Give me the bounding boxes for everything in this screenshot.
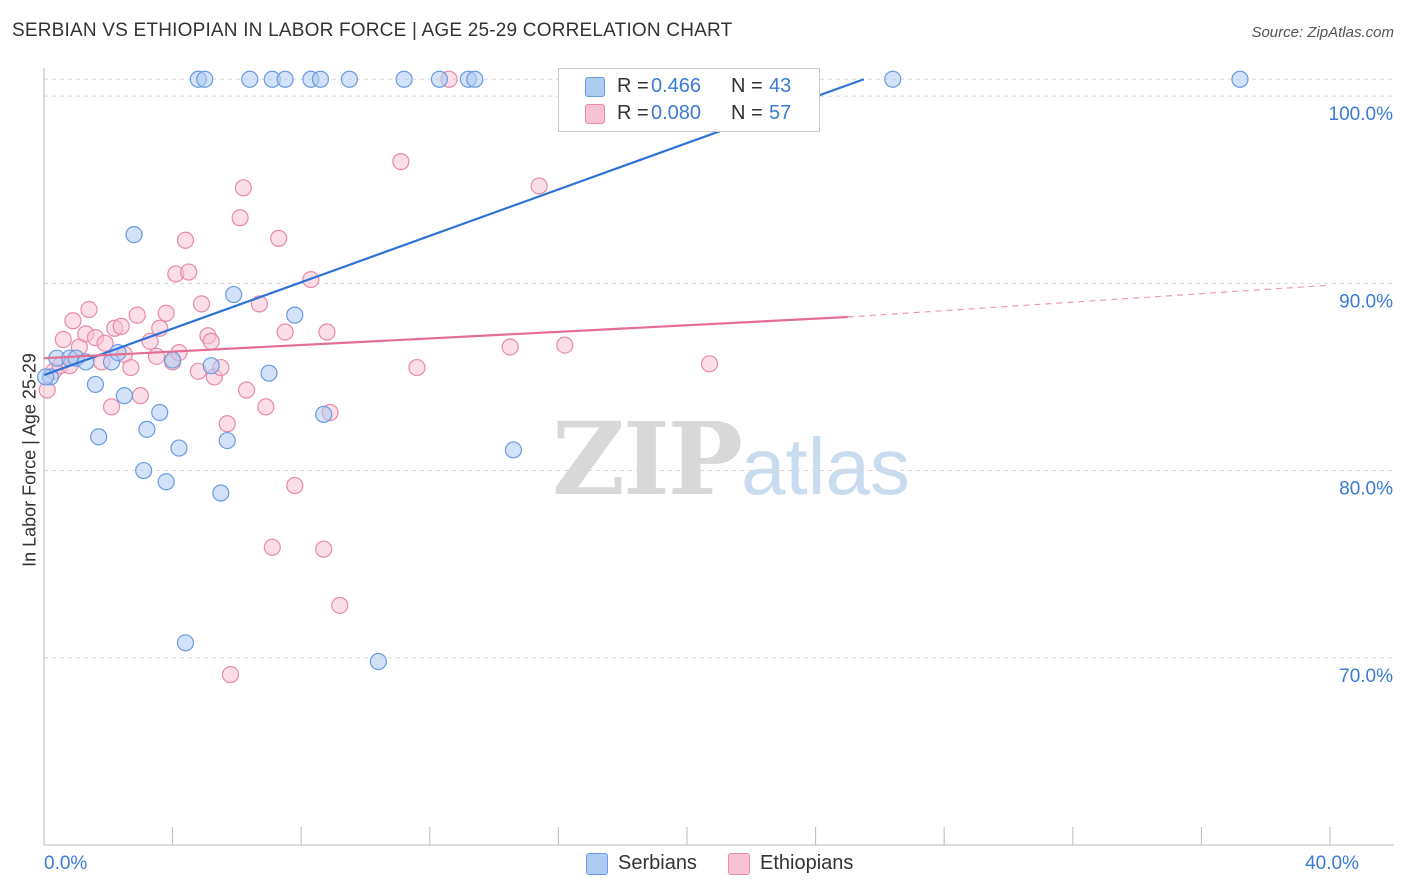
watermark-zip: ZIP	[552, 400, 743, 518]
ethiopian-point	[392, 153, 410, 171]
ethiopian-point	[315, 540, 333, 558]
ethiopian-point	[218, 415, 236, 433]
ethiopian-trendline	[847, 284, 1331, 318]
serbian-point	[115, 387, 133, 405]
serbian-point	[260, 364, 278, 382]
chart-title: SERBIAN VS ETHIOPIAN IN LABOR FORCE | AG…	[12, 20, 733, 41]
ethiopians-n-label: N =	[731, 102, 763, 124]
watermark: ZIPatlas	[552, 400, 910, 518]
ethiopians-swatch	[585, 104, 605, 124]
serbian-point	[157, 473, 175, 491]
legend-ethiopians-swatch	[728, 853, 750, 875]
ethiopian-point	[263, 538, 281, 556]
serbian-point	[202, 357, 220, 375]
serbian-point	[241, 70, 259, 88]
ethiopian-point	[221, 666, 240, 684]
ethiopian-point	[122, 358, 140, 377]
ethiopian-point	[270, 229, 288, 247]
ethiopian-point	[176, 231, 195, 249]
serbian-point	[225, 285, 243, 304]
y-tick-label: 70.0%	[1339, 666, 1393, 687]
serbian-point	[286, 306, 304, 324]
source-credit: Source: ZipAtlas.com	[1251, 24, 1394, 41]
ethiopian-point	[102, 398, 121, 416]
legend-serbians-label: Serbians	[618, 852, 697, 874]
y-tick-label: 90.0%	[1339, 291, 1393, 312]
correlation-legend: R = 0.466 N = 43 R = 0.080 N = 57	[558, 68, 820, 132]
y-tick-label: 100.0%	[1329, 104, 1394, 125]
ethiopian-point	[64, 312, 82, 330]
serbian-point	[86, 375, 105, 394]
ethiopian-point	[180, 263, 198, 281]
ethiopian-point	[157, 304, 175, 322]
serbian-point	[218, 431, 236, 450]
serbians-swatch	[585, 77, 605, 97]
serbian-point	[884, 70, 902, 88]
ethiopian-point	[131, 387, 150, 405]
ethiopian-point	[80, 300, 98, 319]
serbians-n-value: 43	[769, 75, 792, 97]
ethiopian-point	[556, 336, 574, 354]
serbian-point	[90, 428, 108, 446]
watermark-atlas: atlas	[740, 422, 910, 511]
ethiopian-point	[234, 179, 252, 197]
ethiopian-point	[286, 476, 304, 495]
serbian-point	[151, 403, 169, 422]
ethiopian-point	[202, 332, 220, 350]
ethiopian-point	[501, 338, 519, 356]
ethiopian-point	[276, 323, 294, 341]
legend-ethiopians-label: Ethiopians	[760, 852, 854, 874]
ethiopian-point	[112, 317, 130, 335]
serbian-point	[170, 439, 188, 457]
serbian-point	[369, 652, 387, 671]
serbians-n-label: N =	[731, 75, 763, 97]
serbians-r-value: 0.466	[651, 75, 702, 97]
serbians-r-label: R =	[617, 75, 649, 97]
ethiopian-point	[331, 596, 349, 614]
serbian-point	[176, 634, 195, 652]
serbian-point	[109, 343, 127, 362]
ethiopian-point	[54, 330, 72, 349]
serbian-point	[430, 70, 449, 88]
serbian-point	[1231, 70, 1249, 88]
serbian-point	[138, 420, 156, 438]
y-tick-label: 80.0%	[1339, 479, 1393, 500]
x-tick-label: 0.0%	[44, 853, 87, 874]
legend-serbians-swatch	[586, 853, 608, 875]
ethiopians-r-value: 0.080	[651, 102, 702, 124]
serbian-point	[395, 70, 413, 88]
serbian-point	[276, 70, 294, 88]
serbian-point	[340, 70, 359, 88]
ethiopian-point	[96, 334, 114, 352]
serbian-point	[196, 70, 214, 88]
serbian-point	[311, 70, 330, 88]
serbian-point	[164, 351, 182, 369]
serbian-point	[466, 70, 484, 88]
ethiopian-point	[147, 347, 166, 365]
serbian-point	[212, 484, 230, 502]
y-axis-label: In Labor Force | Age 25-29	[19, 353, 40, 567]
ethiopian-point	[237, 381, 256, 399]
ethiopians-n-value: 57	[769, 102, 792, 124]
ethiopian-point	[700, 355, 719, 373]
ethiopian-point	[128, 306, 146, 324]
ethiopian-point	[192, 295, 211, 313]
ethiopian-point	[257, 398, 275, 416]
ethiopians-r-label: R =	[617, 102, 649, 124]
x-tick-label: 40.0%	[1305, 853, 1359, 874]
ethiopian-trendline	[43, 315, 848, 360]
serbian-point	[504, 441, 522, 459]
ethiopian-point	[408, 358, 426, 377]
ethiopian-point	[231, 209, 249, 227]
serbian-point	[315, 405, 333, 423]
ethiopian-point	[318, 323, 336, 341]
serbian-point	[125, 226, 143, 244]
serbian-point	[135, 461, 153, 480]
ethiopian-point	[530, 177, 548, 195]
